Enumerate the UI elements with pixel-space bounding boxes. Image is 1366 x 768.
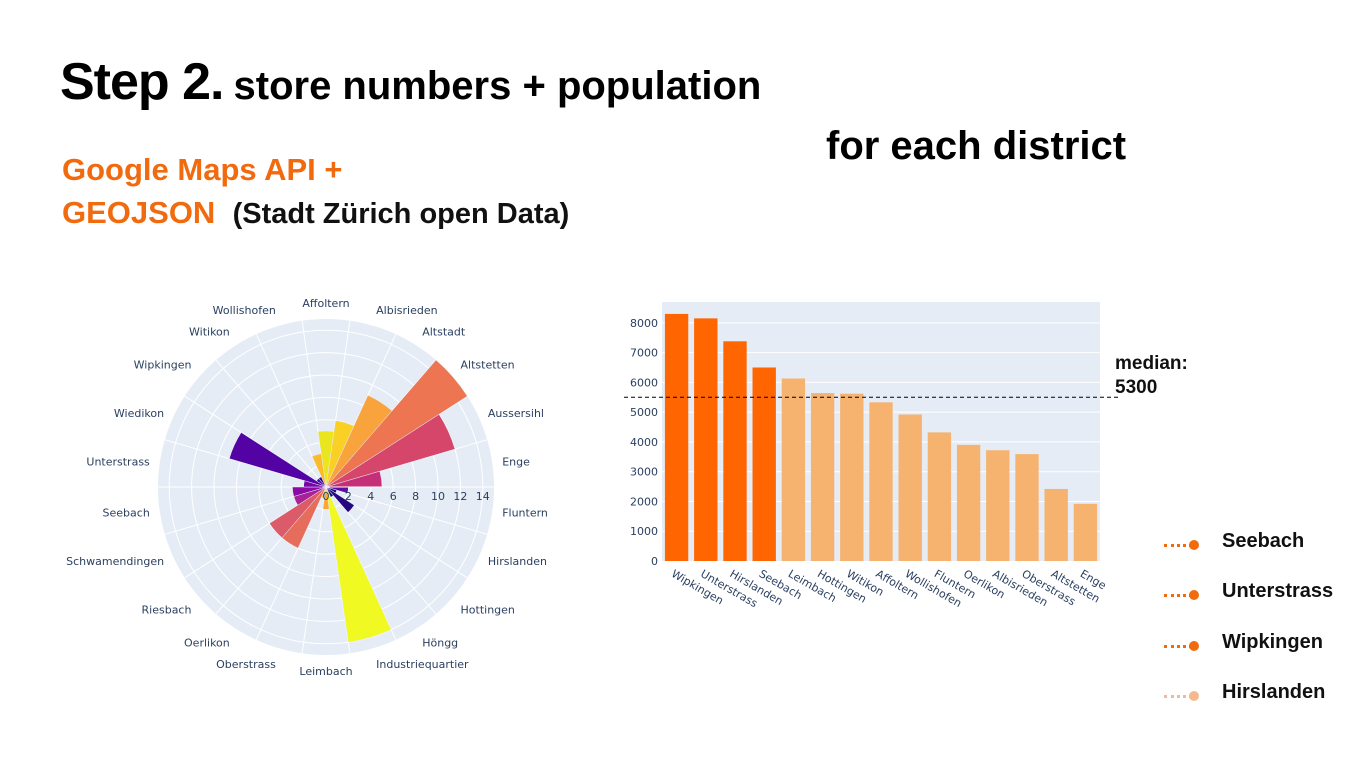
bar-unterstrass	[694, 318, 718, 561]
polar-angular-label: Wollishofen	[213, 304, 276, 317]
median-label: median:	[1115, 353, 1188, 374]
polar-radial-tick-label: 2	[345, 490, 352, 503]
bar-seebach	[752, 367, 776, 561]
legend-dot-icon	[1189, 641, 1199, 651]
legend-item: Unterstrass	[1162, 580, 1362, 610]
subtitle-source: (Stadt Zürich open Data)	[232, 198, 570, 230]
bar-ytick-label: 4000	[630, 436, 658, 449]
polar-grid-spoke	[301, 486, 327, 654]
bar-chart: 010002000300040005000600070008000Wipking…	[624, 302, 1120, 610]
polar-radial-tick-label: 10	[431, 490, 445, 503]
subtitle-geojson: GEOJSON	[62, 195, 216, 230]
legend-line-icon	[1164, 544, 1192, 547]
bar-ytick-label: 2000	[630, 495, 658, 508]
subtitle-api: Google Maps API +	[62, 152, 343, 187]
polar-angular-label: Leimbach	[299, 665, 352, 678]
polar-angular-label: Seebach	[103, 506, 150, 519]
bar-ytick-label: 6000	[630, 376, 658, 389]
polar-angular-label: Witikon	[189, 325, 230, 338]
polar-angular-label: Riesbach	[142, 604, 192, 617]
polar-angular-label: Hottingen	[461, 604, 515, 617]
polar-radial-tick-label: 6	[390, 490, 397, 503]
polar-radial-tick-label: 14	[476, 490, 490, 503]
polar-angular-label: Schwamendingen	[66, 555, 164, 568]
bar-ytick-label: 0	[651, 555, 658, 568]
bar-oerlikon	[956, 444, 981, 561]
page-title: Step 2. store numbers + population	[60, 52, 761, 112]
polar-angular-label: Fluntern	[502, 506, 548, 519]
bar-witikon	[840, 393, 864, 561]
bar-hirslanden	[723, 341, 747, 561]
bar-ytick-label: 8000	[630, 317, 658, 330]
polar-radial-tick-label: 8	[412, 490, 419, 503]
legend-line-icon	[1164, 645, 1192, 648]
bar-albisrieden	[986, 450, 1010, 561]
step-label: Step 2.	[60, 53, 224, 111]
polar-angular-label: Aussersihl	[488, 407, 544, 420]
median-value: 5300	[1115, 377, 1158, 398]
legend-line-icon	[1164, 594, 1192, 597]
legend-dot-icon	[1189, 590, 1199, 600]
polar-bar-riesbach	[269, 486, 327, 539]
legend-dot-icon	[1189, 540, 1199, 550]
title-line1: store numbers + population	[233, 64, 762, 108]
bar-ytick-label: 1000	[630, 525, 658, 538]
polar-bar-wiedikon	[228, 432, 327, 488]
bar-ytick-label: 7000	[630, 347, 658, 360]
polar-radial-tick-label: 12	[453, 490, 467, 503]
legend-label: Unterstrass	[1222, 580, 1334, 602]
polar-angular-label: Wipkingen	[134, 358, 192, 371]
legend-label: Hirslanden	[1222, 681, 1326, 703]
legend-dot-icon	[1189, 691, 1199, 701]
bar-affoltern	[869, 402, 893, 561]
legend-label: Seebach	[1222, 530, 1305, 552]
legend-label: Wipkingen	[1222, 631, 1323, 653]
polar-angular-label: Unterstrass	[86, 456, 150, 469]
polar-bar-industriequartier	[325, 486, 392, 643]
bar-hottingen	[810, 393, 835, 561]
bar-fluntern	[927, 432, 952, 561]
subtitle-line1: Google Maps API +	[62, 152, 342, 188]
polar-bar-wollishofen	[311, 453, 327, 488]
polar-grid-spoke	[215, 359, 327, 488]
polar-bar-aussersihl	[325, 413, 456, 488]
polar-angular-label: Altstetten	[461, 358, 515, 371]
polar-radial-tick-label: 0	[323, 490, 330, 503]
bar-oberstrass	[1015, 454, 1039, 561]
polar-bar-chart: 0 2 4 6 8 10 12 14 Affoltern Albisrieden Altstadt A…	[66, 297, 548, 678]
median-annotation: median: 5300	[1115, 352, 1188, 400]
polar-bar-hottingen	[325, 486, 355, 513]
bar-altstetten	[1044, 488, 1068, 561]
polar-angular-label: Oerlikon	[184, 637, 230, 650]
polar-radial-tick-label: 4	[367, 490, 374, 503]
polar-angular-label: Albisrieden	[376, 304, 437, 317]
polar-angular-label: Höngg	[422, 637, 458, 650]
polar-bar-seebach	[292, 486, 327, 497]
legend-item: Seebach	[1162, 530, 1362, 560]
polar-angular-label: Wiedikon	[114, 407, 164, 420]
bar-enge	[1073, 503, 1098, 561]
legend-item: Wipkingen	[1162, 631, 1362, 661]
polar-angular-label: Industriequartier	[376, 658, 469, 671]
legend-line-icon	[1164, 695, 1192, 698]
bar-ytick-label: 5000	[630, 406, 658, 419]
bar-wipkingen	[664, 313, 689, 561]
title-line2: for each district	[826, 124, 1127, 168]
bar-wollishofen	[898, 414, 922, 561]
polar-angular-label: Enge	[502, 456, 530, 469]
legend-item: Hirslanden	[1162, 681, 1362, 711]
polar-angular-label: Affoltern	[302, 297, 349, 310]
subtitle-line2: GEOJSON (Stadt Zürich open Data)	[62, 195, 569, 231]
bar-leimbach	[781, 378, 806, 561]
polar-bar-altstetten	[325, 359, 468, 488]
polar-angular-label: Altstadt	[422, 325, 466, 338]
bar-ytick-label: 3000	[630, 466, 658, 479]
polar-angular-label: Hirslanden	[488, 555, 547, 568]
polar-angular-label: Oberstrass	[216, 658, 276, 671]
polar-bar-leimbach	[322, 486, 330, 510]
polar-grid-spoke	[325, 486, 488, 535]
